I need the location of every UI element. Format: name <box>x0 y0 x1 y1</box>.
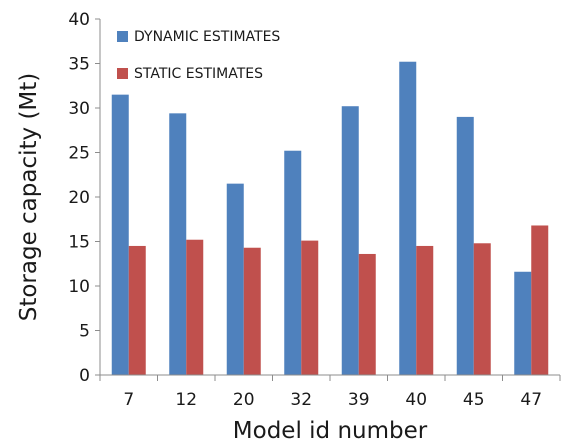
bar-dynamic-40 <box>399 61 417 375</box>
bar-static-40 <box>416 245 434 375</box>
y-tick-label: 40 <box>68 10 90 30</box>
y-tick-label: 35 <box>68 55 90 75</box>
x-tick-label: 47 <box>520 390 542 410</box>
x-tick-label: 45 <box>463 390 485 410</box>
y-tick-label: 10 <box>68 277 90 297</box>
x-tick-label: 7 <box>123 390 134 410</box>
bar-dynamic-20 <box>226 183 244 375</box>
y-ticks: 0 5 10 15 20 25 30 35 40 <box>68 10 100 386</box>
bar-dynamic-12 <box>169 113 187 375</box>
bar-dynamic-47 <box>514 271 532 375</box>
bar-static-12 <box>186 239 204 375</box>
y-tick-label: 15 <box>68 233 90 253</box>
y-tick-label: 20 <box>68 188 90 208</box>
bar-dynamic-7 <box>111 94 129 376</box>
x-tick-label: 20 <box>233 390 255 410</box>
x-ticks: 7 12 20 32 39 40 45 47 <box>99 375 561 410</box>
bars-layer <box>111 61 549 376</box>
bar-dynamic-39 <box>341 106 359 375</box>
legend-swatch <box>117 31 128 42</box>
legend-label: STATIC ESTIMATES <box>134 66 263 82</box>
x-axis-title: Model id number <box>233 418 428 444</box>
bar-static-45 <box>473 243 491 375</box>
bar-dynamic-45 <box>456 116 474 376</box>
bar-static-7 <box>128 245 146 375</box>
bar-dynamic-32 <box>284 150 302 375</box>
y-axis-title: Storage capacity (Mt) <box>16 73 42 322</box>
x-tick-label: 40 <box>405 390 427 410</box>
legend-swatch <box>117 68 128 79</box>
bar-static-39 <box>358 253 376 375</box>
y-tick-label: 5 <box>79 322 90 342</box>
legend-label: DYNAMIC ESTIMATES <box>134 29 280 45</box>
x-tick-label: 32 <box>290 390 312 410</box>
y-tick-label: 30 <box>68 99 90 119</box>
bar-static-32 <box>301 240 319 375</box>
x-tick-label: 12 <box>175 390 197 410</box>
bar-static-47 <box>531 225 549 375</box>
y-tick-label: 25 <box>68 144 90 164</box>
bar-static-20 <box>243 247 261 375</box>
x-tick-label: 39 <box>348 390 370 410</box>
legend: DYNAMIC ESTIMATES STATIC ESTIMATES <box>117 29 280 82</box>
y-tick-label: 0 <box>79 366 90 386</box>
